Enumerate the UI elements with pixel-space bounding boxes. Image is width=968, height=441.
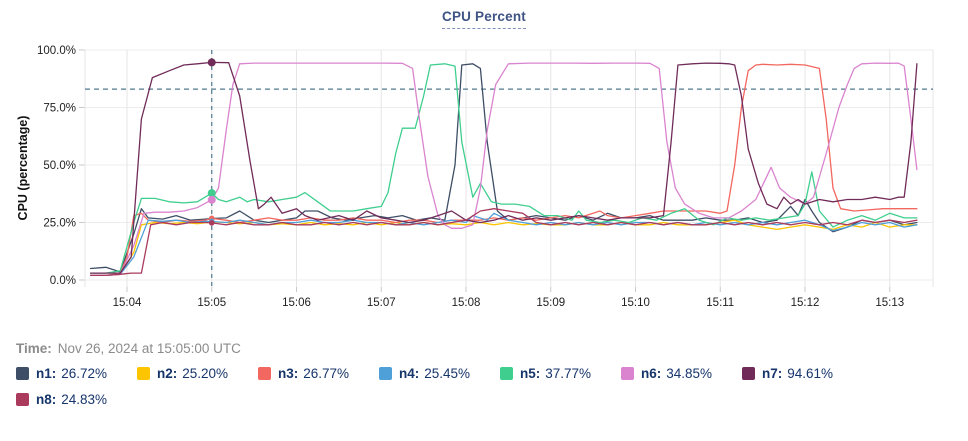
y-tick-label: 100.0% (37, 45, 76, 57)
legend-label: n4: (399, 366, 420, 381)
chart-title: CPU Percent (442, 9, 526, 29)
legend-label: n6: (641, 366, 662, 381)
series-line-n6[interactable] (89, 62, 918, 277)
x-tick-label: 15:06 (282, 297, 311, 309)
series-marker-n7 (207, 58, 216, 67)
chart-legend: n1: 26.72% n2: 25.20% n3: 26.77% n4: 25.45% n5: 3… (16, 366, 956, 407)
legend-item-n4[interactable]: n4: 25.45% (379, 366, 500, 381)
legend-value: 25.20% (182, 366, 229, 381)
x-tick-label: 15:12 (791, 297, 820, 309)
legend-label: n8: (36, 392, 57, 407)
legend-value: 34.85% (666, 366, 713, 381)
legend-label: n2: (157, 366, 178, 381)
legend-swatch-n4 (379, 367, 392, 380)
legend-swatch-n2 (137, 367, 150, 380)
legend-value: 37.77% (545, 366, 592, 381)
legend-value: 24.83% (61, 392, 108, 407)
legend-label: n1: (36, 366, 57, 381)
x-tick-label: 15:08 (452, 297, 481, 309)
legend-swatch-n8 (16, 393, 29, 406)
series-marker-n6 (207, 195, 216, 204)
legend-swatch-n5 (500, 367, 513, 380)
x-tick-label: 15:10 (621, 297, 650, 309)
y-tick-label: 0.0% (50, 275, 76, 287)
series-line-n4[interactable] (89, 212, 918, 277)
x-tick-label: 15:04 (113, 297, 142, 309)
legend-item-n6[interactable]: n6: 34.85% (621, 366, 742, 381)
y-tick-label: 25.0% (43, 218, 76, 230)
legend-item-n8[interactable]: n8: 24.83% (16, 392, 137, 407)
legend-label: n3: (278, 366, 299, 381)
x-tick-label: 15:11 (706, 297, 734, 309)
crosshair-time-readout: Time: Nov 26, 2024 at 15:05:00 UTC (16, 341, 241, 356)
legend-label: n5: (520, 366, 541, 381)
chart-header: CPU Percent (0, 8, 968, 29)
legend-label: n7: (762, 366, 783, 381)
series-marker-n8 (208, 220, 215, 226)
legend-item-n5[interactable]: n5: 37.77% (500, 366, 621, 381)
time-label: Time: (16, 341, 52, 356)
legend-value: 26.72% (61, 366, 108, 381)
legend-item-n3[interactable]: n3: 26.77% (258, 366, 379, 381)
legend-swatch-n1 (16, 367, 29, 380)
x-tick-label: 15:05 (197, 297, 226, 309)
y-axis-title: CPU (percentage) (16, 116, 30, 221)
y-tick-label: 75.0% (43, 103, 76, 115)
legend-item-n2[interactable]: n2: 25.20% (137, 366, 258, 381)
legend-value: 26.77% (303, 366, 350, 381)
legend-swatch-n6 (621, 367, 634, 380)
series-line-n7[interactable] (89, 61, 918, 274)
x-tick-label: 15:07 (367, 297, 396, 309)
series-line-n5[interactable] (89, 63, 918, 274)
time-value: Nov 26, 2024 at 15:05:00 UTC (57, 341, 241, 356)
legend-swatch-n3 (258, 367, 271, 380)
x-tick-label: 15:13 (875, 297, 904, 309)
series-marker-n5 (207, 189, 216, 198)
legend-value: 94.61% (787, 366, 834, 381)
cpu-percent-chart: 100.0% 75.0% 50.0% 25.0% 0.0% 15:04 15:05 15:06… (16, 45, 934, 309)
legend-item-n1[interactable]: n1: 26.72% (16, 366, 137, 381)
y-tick-label: 50.0% (43, 160, 76, 172)
legend-swatch-n7 (742, 367, 755, 380)
legend-item-n7[interactable]: n7: 94.61% (742, 366, 863, 381)
legend-value: 25.45% (424, 366, 471, 381)
series-line-n1[interactable] (89, 63, 918, 273)
x-tick-label: 15:09 (536, 297, 565, 309)
